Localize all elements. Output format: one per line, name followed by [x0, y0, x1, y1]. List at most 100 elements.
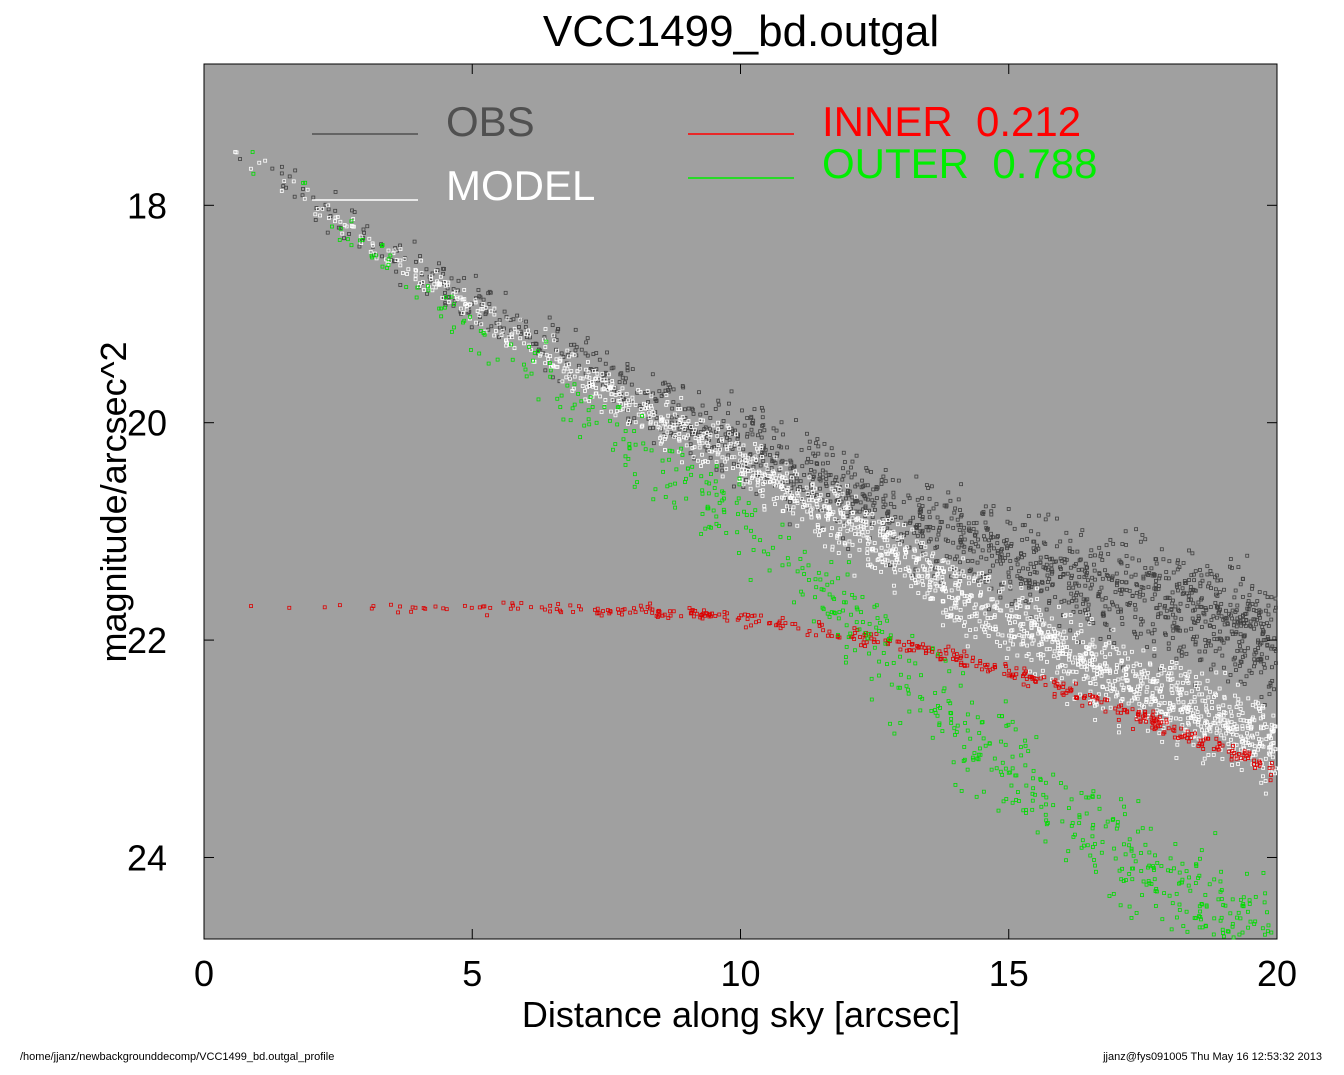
data-point	[1172, 866, 1176, 871]
data-point	[1187, 548, 1191, 553]
data-point	[865, 497, 870, 502]
data-point	[1099, 585, 1104, 590]
data-point	[1166, 576, 1171, 581]
data-point	[1174, 756, 1179, 760]
data-point	[832, 489, 837, 494]
data-point	[900, 535, 905, 540]
data-point	[1072, 636, 1076, 641]
data-point	[1168, 856, 1173, 861]
data-point	[1129, 848, 1134, 853]
data-point	[720, 438, 724, 443]
data-point	[864, 510, 868, 514]
data-point	[870, 498, 875, 503]
data-point	[1023, 743, 1028, 748]
data-point	[1056, 646, 1060, 650]
data-point	[757, 619, 761, 624]
data-point	[1248, 619, 1253, 624]
data-point	[606, 608, 610, 612]
data-point	[487, 289, 492, 294]
data-point	[638, 407, 643, 411]
data-point	[813, 486, 817, 491]
data-point	[422, 288, 426, 292]
data-point	[627, 403, 632, 407]
data-point	[943, 608, 948, 613]
data-point	[572, 353, 577, 358]
data-point	[977, 731, 982, 735]
data-point	[1213, 831, 1218, 836]
data-point	[1051, 654, 1056, 659]
data-point	[1193, 640, 1198, 645]
data-point	[1094, 702, 1099, 707]
data-point	[989, 586, 994, 591]
data-point	[1116, 724, 1121, 728]
data-point	[736, 496, 741, 501]
data-point	[680, 452, 685, 457]
data-point	[750, 614, 755, 618]
data-point	[1230, 732, 1235, 737]
data-point	[882, 518, 887, 523]
data-point	[972, 611, 977, 616]
data-point	[835, 634, 840, 639]
data-point	[1208, 569, 1213, 573]
data-point	[1133, 572, 1138, 577]
data-point	[986, 575, 991, 580]
data-point	[504, 343, 509, 348]
data-point	[1164, 615, 1169, 620]
data-point	[257, 160, 262, 165]
data-point	[342, 236, 346, 241]
data-point	[1168, 718, 1173, 723]
data-point	[1222, 934, 1226, 939]
data-point	[850, 516, 855, 521]
data-point	[909, 584, 914, 589]
data-point	[576, 391, 581, 396]
data-point	[923, 544, 928, 549]
data-point	[1001, 558, 1005, 563]
data-point	[883, 493, 888, 498]
data-point	[1090, 826, 1095, 831]
data-point	[1052, 692, 1057, 696]
data-point	[867, 651, 871, 656]
data-point	[1023, 578, 1028, 583]
data-point	[1157, 731, 1162, 736]
data-point	[995, 541, 1000, 545]
data-point	[1199, 573, 1204, 578]
data-point	[762, 428, 767, 433]
data-point	[1012, 676, 1017, 680]
data-point	[859, 518, 863, 523]
data-point	[733, 428, 737, 433]
data-point	[1026, 566, 1030, 571]
data-point	[1035, 543, 1039, 548]
data-point	[1176, 628, 1181, 633]
data-point	[571, 610, 575, 614]
data-point	[839, 499, 844, 504]
data-point	[1097, 590, 1102, 594]
data-point	[1226, 749, 1231, 754]
data-point	[1129, 574, 1134, 579]
data-point	[632, 429, 637, 433]
data-point	[1157, 714, 1162, 719]
data-point	[785, 488, 790, 492]
data-point	[1202, 756, 1207, 761]
data-point	[727, 401, 731, 406]
data-point	[554, 347, 559, 352]
data-point	[953, 582, 958, 587]
data-point	[867, 621, 872, 626]
data-point	[601, 609, 605, 614]
data-point	[524, 319, 528, 324]
data-point	[1039, 588, 1044, 593]
data-point	[941, 623, 945, 628]
data-point	[1187, 703, 1192, 707]
data-point	[920, 496, 924, 501]
data-point	[1063, 663, 1068, 668]
data-point	[322, 605, 327, 610]
data-point	[877, 659, 882, 664]
data-point	[891, 490, 896, 495]
data-point	[368, 249, 373, 254]
data-point	[311, 195, 316, 200]
data-point	[1021, 808, 1026, 813]
data-point	[1078, 692, 1082, 697]
data-point	[1273, 596, 1278, 601]
data-point	[752, 535, 757, 539]
data-point	[1236, 910, 1241, 915]
series-obs	[238, 157, 1278, 707]
